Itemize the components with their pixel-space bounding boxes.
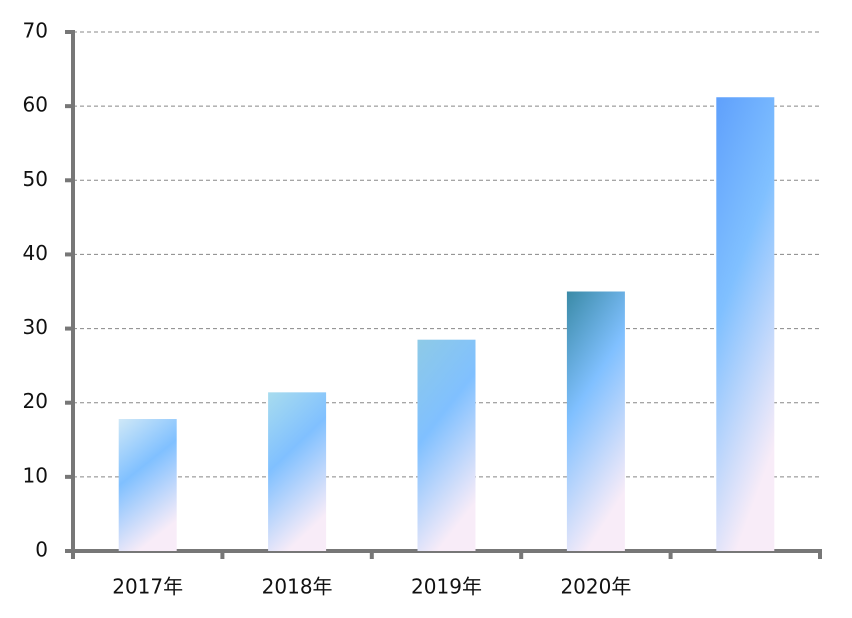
y-tick-label: 40 xyxy=(23,241,48,265)
bar xyxy=(268,392,327,551)
y-tick-label: 60 xyxy=(23,93,48,117)
x-tick-label: 2017年 xyxy=(112,575,183,599)
x-tick-label: 2018年 xyxy=(262,575,333,599)
bar xyxy=(118,419,177,551)
y-tick-label: 0 xyxy=(35,538,48,562)
bar xyxy=(566,291,625,551)
y-tick-label: 50 xyxy=(23,167,48,191)
y-tick-label: 70 xyxy=(23,19,48,43)
bar xyxy=(716,97,775,551)
x-tick-label: 2020年 xyxy=(560,575,631,599)
y-tick-label: 20 xyxy=(23,389,48,413)
y-tick-label: 10 xyxy=(23,463,48,487)
bar xyxy=(417,339,476,551)
x-tick-label: 2019年 xyxy=(411,575,482,599)
y-tick-label: 30 xyxy=(23,315,48,339)
